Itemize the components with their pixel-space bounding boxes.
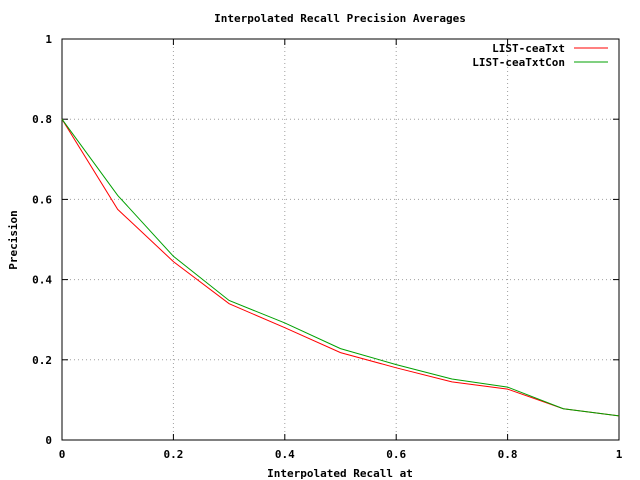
axis-ticks [61,38,620,441]
y-tick-label: 0 [45,434,52,447]
legend: LIST-ceaTxt LIST-ceaTxtCon [472,42,608,69]
plot-frame [61,38,620,441]
chart-title: Interpolated Recall Precision Averages [214,12,466,25]
series-line-1 [61,118,620,417]
grid-lines [62,39,619,440]
x-axis-label: Interpolated Recall at [267,467,413,480]
tick-labels: 0 0.2 0.4 0.6 0.8 1 0 0.2 0.4 0.6 0.8 1 [32,33,623,461]
series-line-2 [61,118,620,417]
x-tick-label: 0 [59,448,66,461]
y-axis-label: Precision [7,210,20,270]
legend-label-series-1: LIST-ceaTxt [492,42,565,55]
x-tick-label: 0.4 [275,448,295,461]
y-tick-label: 0.6 [32,193,52,206]
x-tick-label: 0.8 [498,448,518,461]
x-tick-label: 0.6 [386,448,406,461]
y-tick-label: 0.8 [32,113,52,126]
series-lines [61,118,620,417]
x-tick-label: 0.2 [163,448,183,461]
x-tick-label: 1 [616,448,623,461]
y-tick-label: 1 [45,33,52,46]
y-tick-label: 0.2 [32,354,52,367]
y-tick-label: 0.4 [32,274,52,287]
legend-label-series-2: LIST-ceaTxtCon [472,56,565,69]
